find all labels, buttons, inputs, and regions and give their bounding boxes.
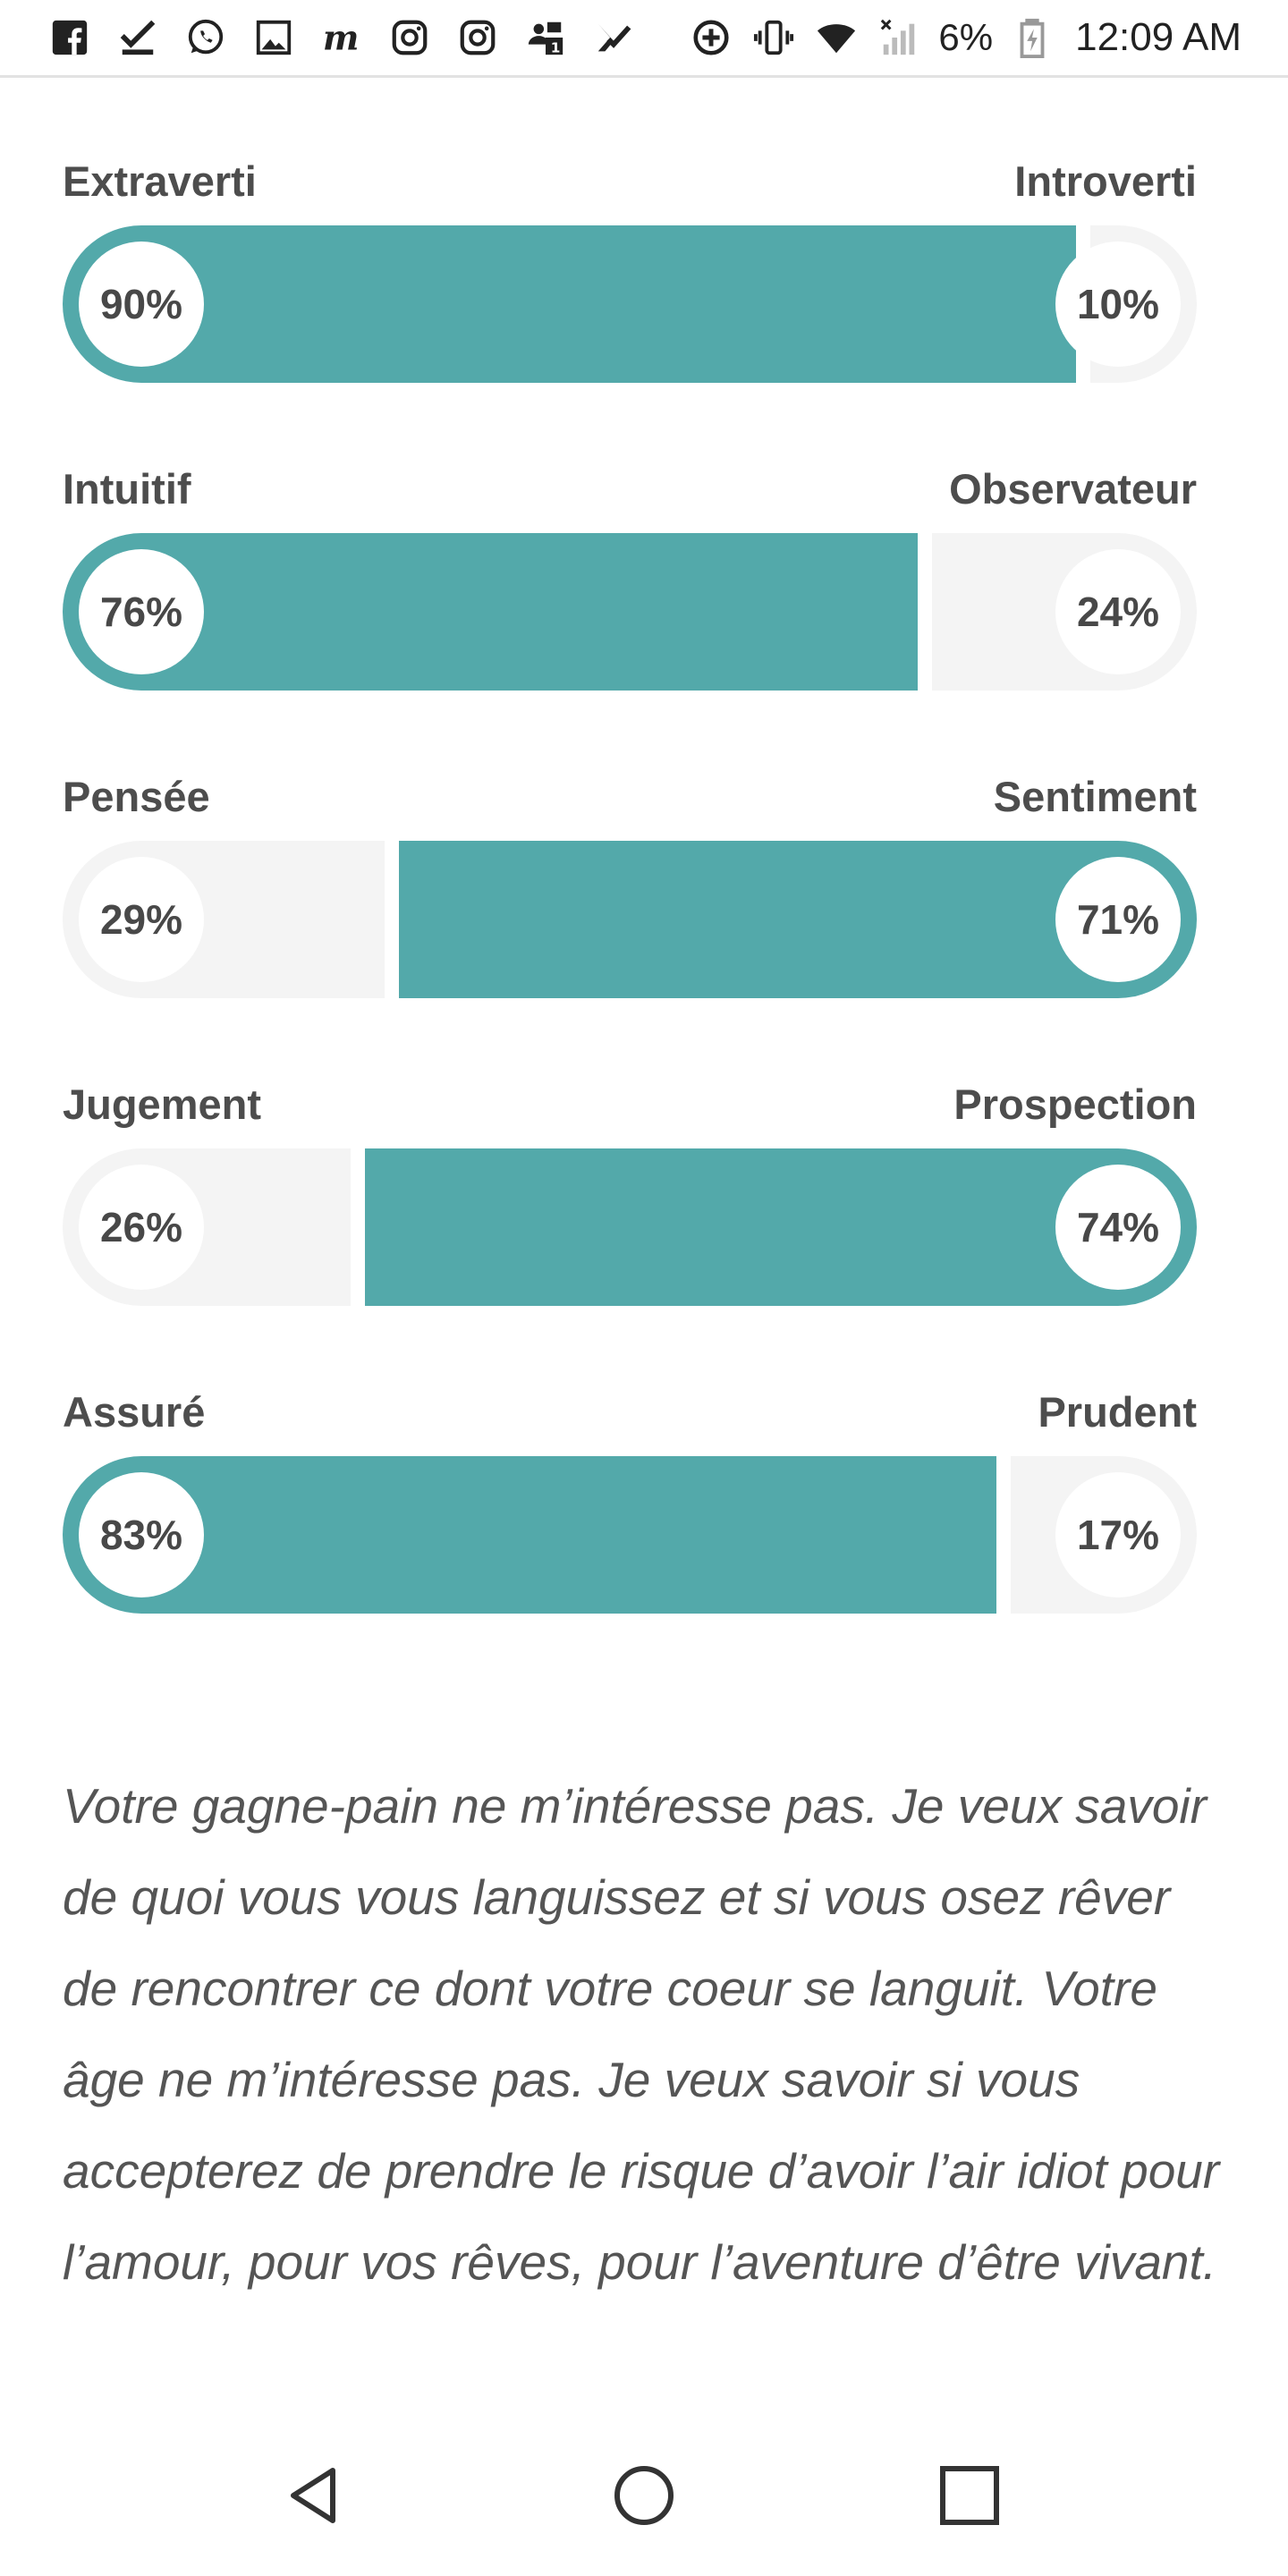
trait-row: Pensée Sentiment 29% 71% (63, 758, 1197, 1066)
trait-right-label: Introverti (1014, 157, 1197, 205)
trait-row: Jugement Prospection 26% 74% (63, 1066, 1197, 1374)
home-button[interactable] (605, 2456, 683, 2535)
trait-bar: 29% 71% (63, 841, 1197, 998)
trait-left-value: 83% (79, 1472, 204, 1597)
back-button[interactable] (275, 2456, 354, 2535)
status-bar: m 1 6% 12:09 AM (0, 0, 1288, 78)
trait-right-value: 17% (1055, 1472, 1181, 1597)
svg-text:m: m (323, 18, 360, 58)
trait-right-label: Observateur (949, 464, 1197, 513)
trait-left-label: Extraverti (63, 157, 257, 205)
recents-button[interactable] (930, 2456, 1009, 2535)
trait-labels: Jugement Prospection (63, 1077, 1197, 1131)
notification-icons: m 1 (47, 14, 637, 61)
download-done-icon (114, 14, 161, 61)
meetup-icon: m (318, 14, 365, 61)
trait-labels: Pensée Sentiment (63, 769, 1197, 823)
trait-row: Extraverti Introverti 90% 10% (63, 143, 1197, 451)
system-status: 6% 12:09 AM (688, 0, 1241, 75)
instagram-alt-icon (454, 14, 501, 61)
trait-left-segment (63, 225, 1076, 383)
back-icon (291, 2468, 335, 2523)
trait-bar: 83% 17% (63, 1456, 1197, 1614)
trait-left-label: Assuré (63, 1387, 206, 1436)
trait-bar: 26% 74% (63, 1148, 1197, 1306)
vibrate-icon (750, 14, 797, 61)
trait-left-label: Pensée (63, 772, 210, 820)
data-saver-icon (688, 14, 734, 61)
trait-left-value: 26% (79, 1165, 204, 1290)
svg-text:1: 1 (551, 39, 561, 55)
trait-right-label: Sentiment (993, 772, 1197, 820)
trait-right-value: 74% (1055, 1165, 1181, 1290)
contacts-badge-icon: 1 (522, 14, 569, 61)
recents-icon (940, 2466, 999, 2525)
trait-left-value: 90% (79, 242, 204, 367)
wifi-icon (813, 14, 860, 61)
whatsapp-icon (182, 14, 229, 61)
home-icon (614, 2466, 674, 2525)
trait-right-label: Prospection (953, 1080, 1197, 1128)
trait-right-value: 10% (1055, 242, 1181, 367)
battery-percent: 6% (938, 16, 994, 58)
trait-left-value: 29% (79, 857, 204, 982)
trait-labels: Extraverti Introverti (63, 154, 1197, 208)
trait-left-label: Jugement (63, 1080, 261, 1128)
instagram-icon (386, 14, 433, 61)
trait-right-value: 71% (1055, 857, 1181, 982)
clock: 12:09 AM (1075, 15, 1241, 59)
trait-bar: 76% 24% (63, 533, 1197, 691)
trait-row: Assuré Prudent 83% 17% (63, 1374, 1197, 1682)
trait-bar: 90% 10% (63, 225, 1197, 383)
trait-labels: Intuitif Observateur (63, 462, 1197, 515)
navigation-bar (0, 2415, 1288, 2576)
trait-right-value: 24% (1055, 549, 1181, 674)
trait-left-segment (63, 533, 918, 691)
battery-charging-icon (1009, 14, 1055, 61)
gallery-icon (250, 14, 297, 61)
quote-text: Votre gagne-pain ne m’intéresse pas. Je … (63, 1778, 1220, 2290)
trait-left-value: 76% (79, 549, 204, 674)
trait-left-segment (63, 1456, 996, 1614)
trait-right-label: Prudent (1038, 1387, 1197, 1436)
signal-icon (876, 14, 922, 61)
tasks-check-icon (590, 14, 637, 61)
trait-row: Intuitif Observateur 76% 24% (63, 451, 1197, 758)
facebook-icon (47, 14, 93, 61)
trait-labels: Assuré Prudent (63, 1385, 1197, 1438)
trait-left-label: Intuitif (63, 464, 191, 513)
